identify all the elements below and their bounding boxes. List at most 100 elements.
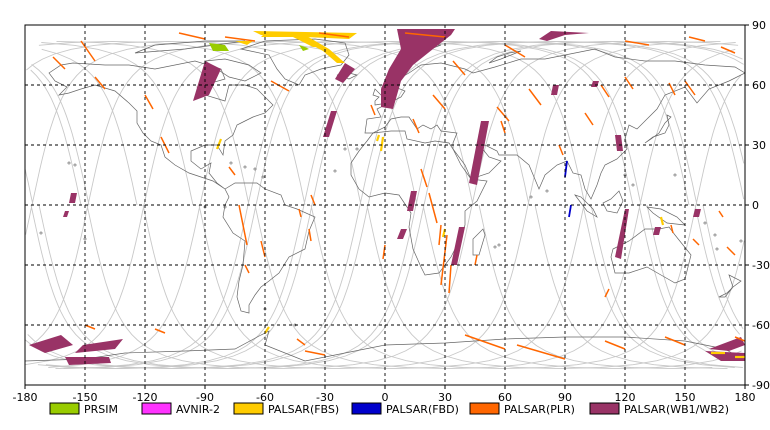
swath-wb: [335, 63, 355, 83]
island: [253, 167, 257, 171]
swath-wb: [29, 335, 73, 353]
swath-plr: [516, 344, 566, 360]
swath-plr: [584, 112, 594, 126]
swath-plr: [298, 208, 302, 218]
island: [333, 169, 337, 173]
island: [493, 245, 497, 249]
x-tick-label: 0: [382, 391, 389, 404]
island: [223, 205, 227, 209]
y-tick-label: 30: [752, 139, 766, 152]
swath-plr: [496, 106, 510, 122]
swath-plr: [260, 240, 266, 258]
swath-plr: [244, 264, 250, 274]
swath-plr: [224, 36, 256, 42]
graticule: [25, 25, 745, 385]
swath-plr: [670, 224, 674, 234]
coastline-africa: [350, 130, 488, 276]
longitude-axis: -180 -150 -120 -90 -60 -30 0 30 60 90 120 150 180: [13, 385, 756, 404]
swath-plr: [428, 192, 438, 224]
x-tick-label: 30: [438, 391, 452, 404]
legend-swatch-plr: [469, 402, 500, 415]
swath-fbs: [215, 138, 223, 150]
swath-plr: [600, 84, 610, 98]
swath-fbs: [659, 216, 665, 226]
swath-plr: [84, 324, 96, 330]
coastline-new-zealand: [718, 274, 742, 298]
x-tick-label: -180: [13, 391, 38, 404]
swath-wb: [693, 209, 701, 217]
island: [243, 165, 247, 169]
legend-swatch-fbs: [233, 402, 264, 415]
orbit-track: [31, 64, 90, 206]
swath-plr: [504, 44, 526, 58]
swath-plr: [664, 336, 686, 346]
swath-plr: [94, 76, 106, 90]
x-tick-label: -60: [256, 391, 274, 404]
swath-plr: [52, 56, 66, 70]
orbit-track: [37, 40, 690, 370]
orbit-track: [646, 204, 743, 362]
swath-plr: [624, 76, 634, 90]
orbit-track: [590, 204, 743, 368]
swath-fbs: [261, 33, 321, 47]
orbit-track: [26, 40, 362, 206]
coastline-south-america: [222, 182, 316, 314]
swath-fbs: [264, 326, 270, 334]
latitude-axis: 90 60 30 0 -30 -60 -90: [745, 19, 770, 392]
coastline-eurasia: [364, 48, 745, 200]
legend-label-wb: PALSAR(WB1/WB2): [624, 403, 729, 416]
swath-plr: [80, 40, 96, 62]
swath-wb: [65, 357, 111, 365]
swath-plr: [448, 264, 452, 294]
swath-plr: [528, 88, 542, 106]
swath-plr: [734, 336, 745, 342]
island: [229, 161, 233, 165]
swath-plr: [144, 94, 154, 110]
x-tick-label: -90: [196, 391, 214, 404]
coastline-madagascar: [472, 228, 486, 256]
swath-plr: [500, 120, 506, 134]
orbit-track: [142, 40, 721, 370]
swath-plr: [438, 224, 442, 246]
swath-plr: [178, 32, 206, 40]
x-tick-label: 60: [498, 391, 512, 404]
y-tick-label: 0: [752, 199, 759, 212]
orbit-track: [422, 204, 742, 370]
swath-plr: [228, 166, 236, 176]
swath-plr: [404, 32, 446, 38]
swath-plr: [318, 32, 350, 38]
legend: PRSIM AVNIR-2 PALSAR(FBS) PALSAR(FBD) PALSAR…: [49, 402, 729, 416]
legend-label-fbd: PALSAR(FBD): [386, 403, 459, 416]
swath-wb: [63, 211, 69, 217]
legend-swatch-wb: [589, 402, 620, 415]
y-tick-label: -90: [752, 379, 770, 392]
swath-plr: [464, 334, 506, 350]
coastline-greenland: [239, 38, 350, 86]
swath-wb: [451, 227, 465, 265]
y-tick-label: 60: [752, 79, 766, 92]
island: [529, 195, 533, 199]
island: [67, 161, 71, 165]
legend-label-fbs: PALSAR(FBS): [268, 403, 339, 416]
swath-plr: [452, 60, 466, 76]
y-tick-label: -30: [752, 259, 770, 272]
island: [497, 243, 501, 247]
orbit-track: [56, 40, 250, 206]
swath-plr: [604, 340, 626, 350]
swath-plr: [412, 118, 420, 134]
island: [355, 147, 359, 151]
swath-plr: [420, 168, 428, 188]
x-tick-label: 180: [735, 391, 756, 404]
swath-fbs: [379, 136, 385, 152]
swath-plr: [720, 46, 736, 54]
orbit-track: [30, 40, 744, 370]
island: [343, 147, 347, 151]
orbit-track: [63, 40, 642, 370]
swath-plr: [308, 228, 312, 242]
coastline-borneo: [602, 190, 624, 214]
swath-fbs: [275, 33, 345, 63]
swath-plr: [440, 234, 448, 286]
orbit-track: [48, 40, 586, 368]
orbit-tracks: [25, 40, 745, 370]
